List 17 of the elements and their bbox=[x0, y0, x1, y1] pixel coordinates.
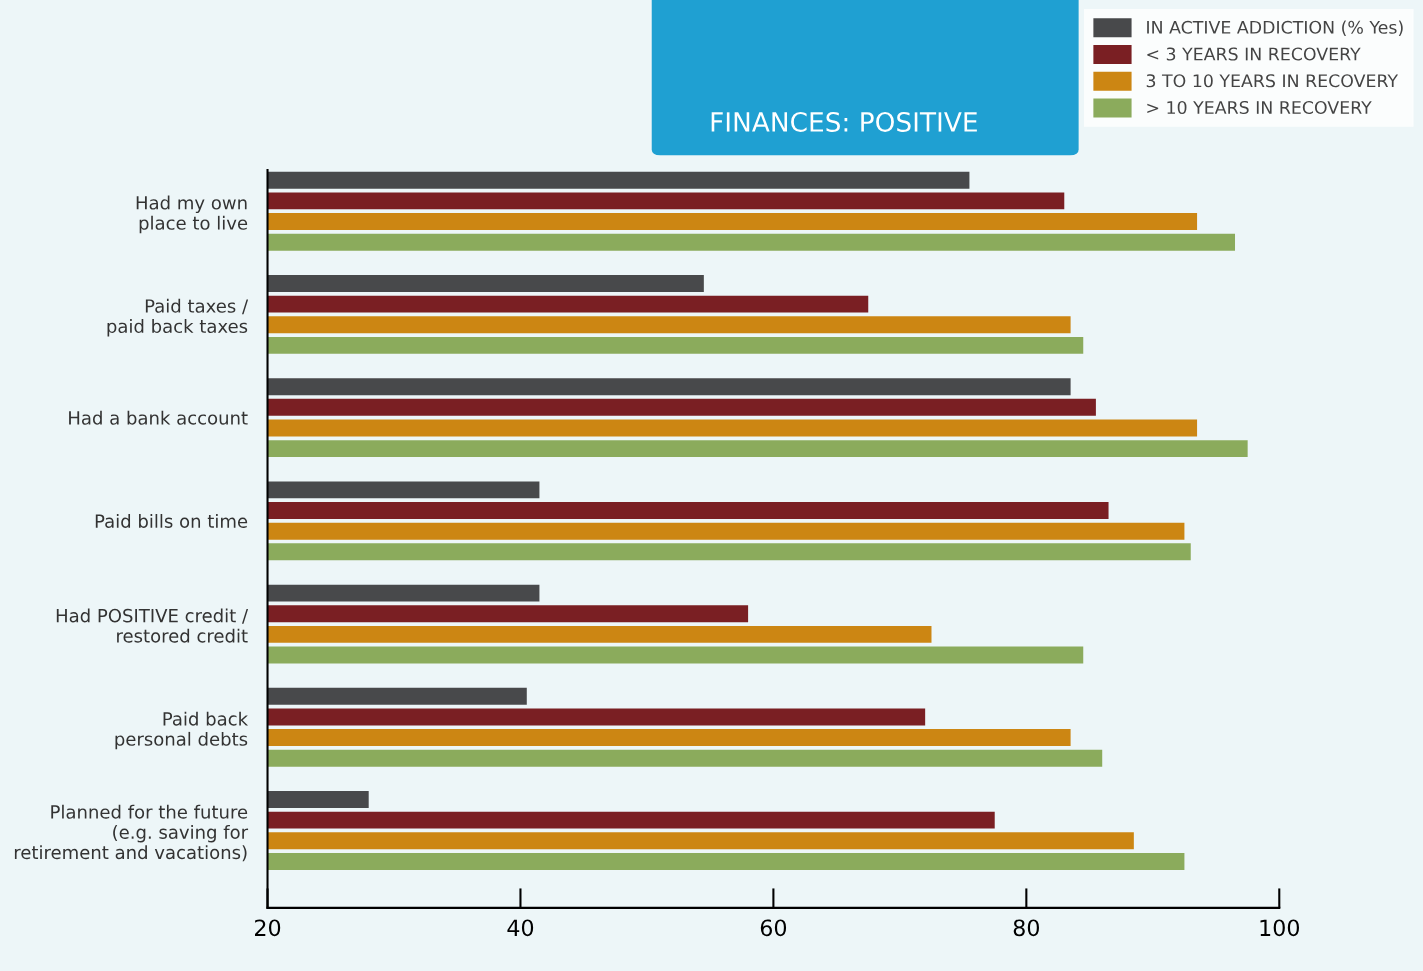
legend-label: > 10 YEARS IN RECOVERY bbox=[1147, 100, 1372, 115]
x-tick-label: 40 bbox=[507, 919, 534, 937]
x-tick-label: 80 bbox=[1013, 919, 1039, 937]
legend-label: IN ACTIVE ADDICTION (% Yes) bbox=[1147, 20, 1403, 36]
legend-label: < 3 YEARS IN RECOVERY bbox=[1147, 47, 1361, 61]
y-tick-label: Had POSITIVE credit / restored credit bbox=[56, 608, 249, 643]
x-tick-label: 60 bbox=[760, 919, 787, 937]
x-tick-label: 20 bbox=[255, 919, 281, 937]
y-tick-label: Had a bank account bbox=[69, 410, 248, 425]
y-tick-label: Paid back personal debts bbox=[115, 711, 249, 750]
y-tick-label: Had my own place to live bbox=[136, 195, 248, 234]
y-tick-label: Planned for the future (e.g. saving for retirement and vacations) bbox=[14, 804, 249, 862]
y-tick-label: Paid taxes / paid back taxes bbox=[107, 298, 249, 337]
chart-title: FINANCES: POSITIVE bbox=[711, 111, 977, 132]
x-tick-label: 100 bbox=[1260, 919, 1300, 937]
y-tick-label: Paid bills on time bbox=[95, 513, 248, 528]
legend-label: 3 TO 10 YEARS IN RECOVERY bbox=[1146, 74, 1399, 88]
